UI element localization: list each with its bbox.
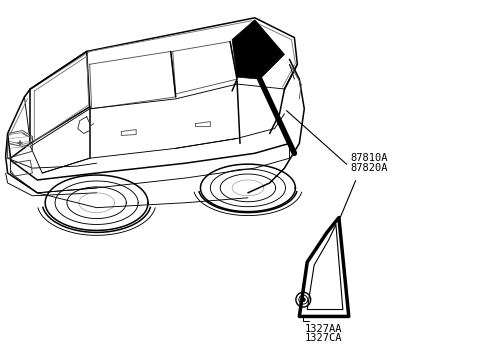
Text: 87810A: 87810A [351,153,388,163]
Polygon shape [300,218,349,316]
Text: 87820A: 87820A [351,163,388,173]
Circle shape [301,298,305,302]
Polygon shape [232,20,285,79]
Text: 1327AA: 1327AA [304,324,342,334]
Text: 1327CA: 1327CA [304,333,342,343]
